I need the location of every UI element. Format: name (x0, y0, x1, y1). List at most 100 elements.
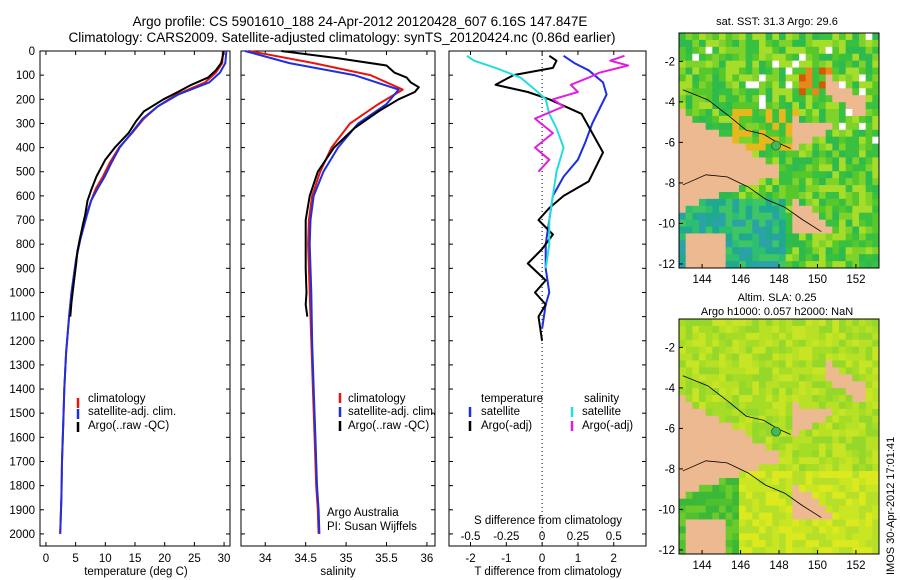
map-cell (845, 533, 853, 541)
map-cell (739, 491, 747, 500)
map-cell (872, 109, 880, 117)
map-cell (765, 60, 773, 68)
map-cell (872, 136, 880, 144)
map-cell (745, 505, 753, 513)
map-cell (699, 505, 707, 513)
map-cell (699, 254, 707, 262)
map-cell (712, 443, 720, 451)
map-cell (872, 39, 880, 48)
map-cell (692, 39, 700, 48)
map-cell (852, 471, 860, 479)
map-cell (812, 46, 820, 55)
map-cell (752, 198, 760, 207)
map-cell (859, 157, 867, 165)
map-cell (825, 150, 833, 158)
map-cell (685, 450, 693, 458)
map-cell (785, 353, 793, 361)
map-cell (865, 353, 873, 361)
map-cell (739, 233, 747, 241)
map-cell (712, 526, 720, 534)
map-cell (772, 88, 780, 96)
map-cell (685, 233, 693, 241)
map-cell (685, 457, 693, 465)
map-cell (739, 95, 747, 103)
map-cell (859, 178, 867, 186)
map-cell (792, 450, 800, 458)
map-cell (772, 198, 780, 207)
map-cell (759, 526, 767, 534)
map-cell (779, 39, 787, 48)
map-cell (685, 422, 693, 430)
map-cell (712, 178, 720, 186)
map-cell (772, 477, 780, 486)
map-cell (719, 171, 727, 179)
map-cell (765, 115, 773, 124)
map-cell (692, 422, 700, 430)
map-cell (812, 526, 820, 534)
map-cell (872, 319, 880, 327)
map-cell (765, 491, 773, 500)
x-tick-label: 20 (158, 553, 171, 565)
map-cell (779, 395, 787, 403)
map-cell (819, 477, 827, 486)
map-cell (859, 436, 867, 444)
map-cell (792, 33, 800, 41)
map-cell (792, 388, 800, 396)
map-cell (792, 185, 800, 193)
map-cell (872, 381, 880, 389)
map-y-tick-label: -6 (665, 423, 675, 435)
map-cell (692, 95, 700, 103)
map-cell (812, 60, 820, 68)
y-tick-label: 200 (16, 94, 35, 106)
map-cell (825, 367, 833, 375)
map-cell (745, 74, 753, 82)
map-cell (832, 450, 840, 458)
map-cell (785, 533, 793, 541)
map-cell (852, 164, 860, 172)
map-cell (732, 464, 740, 472)
map-cell (765, 178, 773, 186)
map-cell (859, 164, 867, 172)
map-cell (845, 422, 853, 430)
map-cell (839, 261, 847, 269)
map-cell (685, 498, 693, 507)
map-cell (839, 122, 847, 131)
map-cell (845, 408, 853, 417)
map-cell (685, 436, 693, 444)
map-cell (839, 33, 847, 41)
map-cell (732, 39, 740, 48)
map-cell (732, 484, 740, 493)
map-cell (705, 339, 713, 348)
map-cell (785, 109, 793, 117)
map-cell (772, 157, 780, 165)
map-cell (759, 388, 767, 396)
map-cell (859, 233, 867, 241)
map-cell (785, 512, 793, 520)
map-cell (745, 150, 753, 158)
map-cell (819, 150, 827, 158)
map-cell (872, 191, 880, 200)
map-cell (765, 519, 773, 527)
map-cell (852, 143, 860, 151)
map-cell (732, 325, 740, 334)
map-cell (739, 212, 747, 221)
map-cell (685, 81, 693, 89)
map-cell (792, 533, 800, 541)
map-cell (759, 395, 767, 403)
map-cell (752, 346, 760, 354)
map-cell (805, 212, 813, 221)
map-cell (865, 457, 873, 465)
map-cell (825, 477, 833, 486)
map-cell (759, 547, 767, 555)
map-cell (805, 512, 813, 520)
map-cell (739, 477, 747, 486)
map-cell (865, 540, 873, 548)
map-cell (825, 388, 833, 396)
map-cell (759, 212, 767, 221)
map-cell (779, 212, 787, 221)
map-cell (679, 374, 687, 382)
map-cell (832, 491, 840, 500)
map-cell (839, 254, 847, 262)
map-cell (732, 109, 740, 117)
map-cell (759, 88, 767, 96)
